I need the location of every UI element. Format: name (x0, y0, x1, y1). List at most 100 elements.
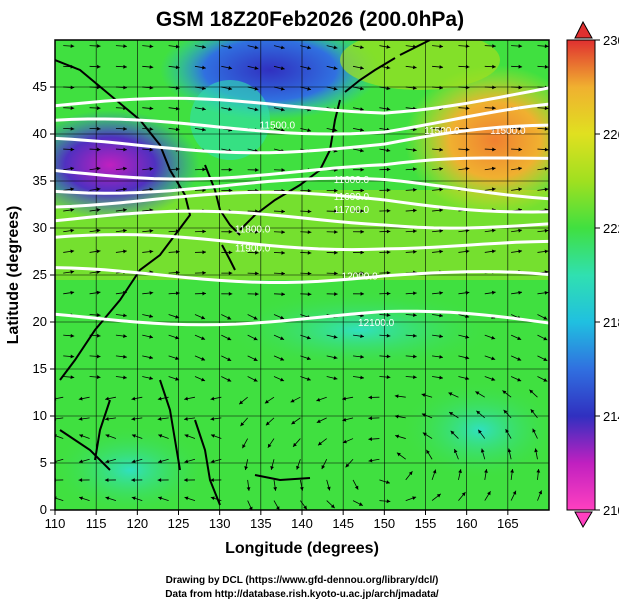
wind-arrowhead (518, 126, 523, 131)
wind-arrowhead (78, 416, 83, 421)
wind-arrowhead (70, 375, 75, 380)
wind-arrowhead (299, 486, 304, 491)
wind-arrowhead (492, 106, 496, 110)
wind-arrowhead (465, 314, 470, 319)
wind-arrowhead (105, 496, 110, 501)
wind-arrowhead (303, 505, 307, 510)
wind-arrowhead (386, 229, 391, 234)
wind-arrowhead (360, 354, 364, 359)
wind-arrowhead (202, 107, 206, 111)
wind-arrowhead (157, 396, 162, 401)
wind-arrowhead (202, 167, 206, 172)
wind-arrowhead (316, 397, 321, 402)
wind-arrowhead (342, 396, 347, 401)
wind-arrowhead (394, 394, 399, 399)
wind-arrowhead (149, 44, 154, 49)
wind-arrowhead (307, 128, 312, 133)
wind-arrowhead (253, 316, 258, 320)
wind-arrowhead (104, 478, 109, 483)
wind-arrowhead (175, 167, 180, 172)
wind-arrowhead (439, 187, 444, 192)
wind-arrowhead (280, 66, 285, 70)
wind-arrowhead (518, 64, 523, 69)
wind-arrowhead (307, 86, 312, 91)
wind-arrowhead (413, 313, 417, 317)
wind-arrowhead (386, 333, 391, 338)
colorbar-tick-label: 218 (603, 315, 619, 330)
wind-arrowhead (175, 335, 180, 340)
wind-arrowhead (228, 65, 233, 70)
wind-arrowhead (265, 421, 270, 426)
x-tick-label: 125 (168, 516, 190, 531)
wind-arrowhead (96, 354, 101, 359)
wind-arrowhead (413, 187, 417, 192)
x-tick-label: 150 (373, 516, 395, 531)
wind-arrowhead (96, 228, 101, 233)
wind-arrowhead (465, 166, 470, 171)
wind-arrowhead (255, 271, 259, 276)
wind-arrowhead (149, 229, 154, 233)
wind-arrow (55, 497, 64, 501)
wind-arrowhead (492, 64, 496, 69)
wind-arrowhead (518, 147, 523, 152)
wind-arrowhead (70, 85, 75, 90)
wind-arrowhead (70, 147, 75, 152)
wind-arrowhead (342, 439, 347, 444)
wind-arrowhead (512, 490, 517, 495)
wind-arrowhead (202, 229, 206, 234)
wind-arrowhead (307, 188, 312, 193)
wind-arrowhead (307, 66, 312, 70)
wind-arrowhead (149, 65, 154, 69)
wind-arrowhead (201, 336, 206, 340)
y-tick-label: 10 (33, 408, 47, 423)
wind-arrowhead (386, 86, 391, 91)
wind-arrowhead (131, 396, 136, 401)
wind-arrowhead (96, 85, 101, 90)
contour-line (55, 233, 549, 252)
wind-arrowhead (386, 480, 390, 484)
wind-arrowhead (517, 336, 522, 340)
wind-arrowhead (280, 45, 285, 50)
wind-arrow (55, 417, 64, 420)
y-tick-label: 0 (40, 502, 47, 517)
contour-label: 11600.0 (334, 192, 370, 203)
wind-arrowhead (79, 434, 84, 438)
colorbar: 210 214 218 222 226 230 (566, 20, 619, 529)
x-tick-label: 160 (456, 516, 478, 531)
wind-arrowhead (149, 167, 154, 171)
wind-arrowhead (461, 492, 466, 497)
x-tick-label: 130 (209, 516, 231, 531)
y-tick-label: 20 (33, 314, 47, 329)
wind-arrowhead (96, 333, 101, 338)
wind-arrowhead (273, 487, 278, 491)
wind-arrowhead (254, 66, 259, 70)
wind-arrowhead (360, 167, 365, 172)
colorbar-tick-label: 222 (603, 221, 619, 236)
wind-arrowhead (183, 478, 188, 483)
wind-arrowhead (439, 65, 444, 69)
wind-arrowhead (543, 316, 548, 320)
wind-arrowhead (492, 85, 496, 90)
contour-line (55, 190, 549, 214)
wind-arrowhead (330, 504, 335, 509)
contour-label: 11500.0 (424, 126, 460, 137)
wind-arrowhead (157, 416, 162, 421)
wind-arrowhead (149, 127, 154, 131)
wind-arrowhead (96, 290, 101, 295)
wind-arrowhead (184, 496, 189, 501)
wind-arrowhead (280, 357, 285, 361)
wind-arrowhead (248, 506, 253, 510)
wind-arrowhead (184, 416, 188, 421)
wind-arrowhead (255, 168, 259, 172)
wind-arrowhead (318, 441, 322, 446)
wind-arrowhead (360, 107, 364, 112)
y-tick-label: 40 (33, 126, 47, 141)
wind-arrowhead (518, 44, 523, 48)
wind-arrowhead (210, 434, 215, 438)
wind-arrowhead (386, 499, 391, 504)
wind-arrowhead (79, 496, 84, 501)
wind-arrowhead (228, 45, 233, 50)
wind-arrowhead (307, 271, 312, 276)
wind-arrowhead (518, 228, 523, 233)
wind-arrowhead (360, 86, 364, 91)
